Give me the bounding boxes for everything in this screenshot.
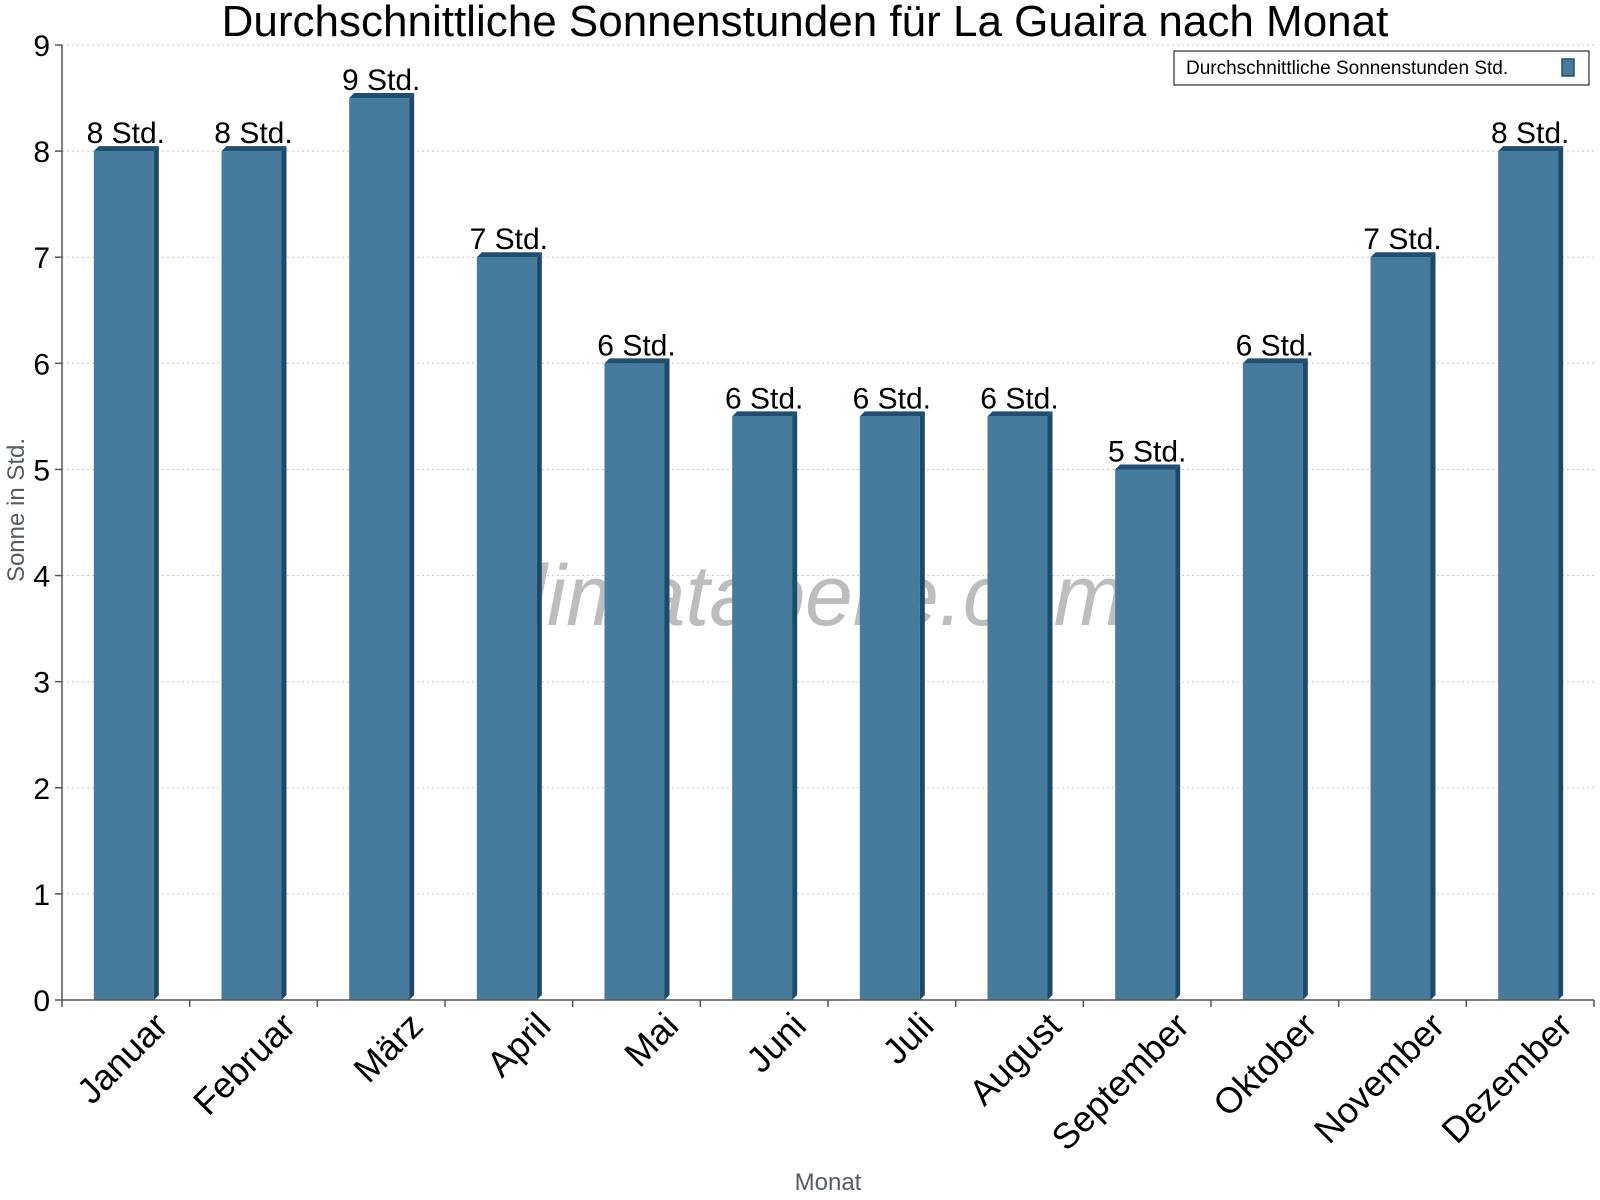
x-tick-label: Oktober — [1205, 1005, 1325, 1125]
bar-side — [1430, 252, 1436, 1000]
data-label: 6 Std. — [1236, 329, 1314, 362]
x-tick-label: November — [1306, 1005, 1452, 1151]
bar-8 — [987, 411, 1053, 1000]
data-label: 6 Std. — [725, 382, 803, 415]
y-tick-label: 8 — [33, 136, 50, 169]
bar-side — [919, 411, 925, 1000]
bar-top — [1498, 146, 1564, 152]
data-label: 7 Std. — [1363, 223, 1441, 256]
chart-title: Durchschnittliche Sonnenstunden für La G… — [222, 0, 1389, 46]
y-tick-label: 1 — [33, 879, 50, 912]
bar-face — [1498, 151, 1559, 1001]
bar-top — [1115, 464, 1181, 470]
bar-side — [1302, 358, 1308, 1000]
x-tick-label: Dezember — [1433, 1005, 1579, 1151]
bar-top — [93, 146, 159, 152]
bar-7 — [859, 411, 925, 1000]
bar-face — [987, 416, 1048, 1000]
bar-side — [1047, 411, 1053, 1000]
y-tick-label: 2 — [33, 773, 50, 806]
bar-face — [859, 416, 920, 1000]
y-tick-label: 9 — [33, 30, 50, 63]
legend-box — [1173, 50, 1590, 86]
bar-side — [153, 146, 159, 1001]
bar-5 — [604, 358, 670, 1000]
bar-12 — [1498, 146, 1564, 1001]
data-label: 8 Std. — [87, 117, 165, 150]
bar-face — [1242, 363, 1303, 1000]
bar-face — [1115, 469, 1176, 1000]
bar-side — [664, 358, 670, 1000]
data-label: 6 Std. — [853, 382, 931, 415]
data-label: 9 Std. — [342, 64, 420, 97]
x-tick-label: Februar — [185, 1005, 303, 1123]
bar-face — [732, 416, 793, 1000]
x-tick-label: April — [479, 1005, 559, 1085]
x-tick-labels: Januar Februar März April Mai Juni Juli AugustS… — [69, 1005, 1580, 1159]
bar-side — [1175, 464, 1181, 1000]
bar-top — [1370, 252, 1436, 258]
x-tick-label: März — [345, 1005, 431, 1091]
x-tick-label: Juli — [874, 1005, 941, 1072]
bar-side — [281, 146, 287, 1001]
bar-top — [732, 411, 798, 417]
data-label: 8 Std. — [214, 117, 292, 150]
bar-top — [221, 146, 287, 152]
data-labels: 8 Std. 8 Std. 9 Std. 7 Std. 6 Std. 6 Std. 6 St… — [87, 64, 1570, 468]
y-tick-label: 0 — [33, 985, 50, 1018]
legend-label: Durchschnittliche Sonnenstunden Std. — [1186, 58, 1508, 79]
data-label: 7 Std. — [470, 223, 548, 256]
data-label: 8 Std. — [1491, 117, 1569, 150]
y-tick-label: 6 — [33, 348, 50, 381]
bar-3 — [349, 93, 415, 1001]
bar-10 — [1242, 358, 1308, 1000]
legend-swatch — [1561, 58, 1575, 77]
legend: Durchschnittliche Sonnenstunden Std. — [1173, 50, 1590, 86]
bar-top — [476, 252, 542, 258]
x-tick-label: August — [961, 1005, 1069, 1113]
bar-side — [792, 411, 798, 1000]
x-tick-label: Mai — [616, 1005, 686, 1075]
bar-top — [349, 93, 415, 99]
bar-top — [987, 411, 1053, 417]
bars — [93, 93, 1564, 1001]
bar-face — [476, 257, 537, 1000]
bar-side — [409, 93, 415, 1001]
axes — [55, 44, 1595, 1007]
y-tick-label: 7 — [33, 242, 50, 275]
bar-2 — [221, 146, 287, 1001]
bar-face — [1370, 257, 1431, 1000]
bar-side — [1558, 146, 1564, 1001]
y-tick-label: 3 — [33, 667, 50, 700]
y-tick-label: 4 — [33, 561, 50, 594]
bar-face — [221, 151, 282, 1001]
bar-9 — [1115, 464, 1181, 1000]
bar-side — [536, 252, 542, 1000]
bar-1 — [93, 146, 159, 1001]
x-tick-label: Juni — [738, 1005, 814, 1081]
data-label: 6 Std. — [597, 329, 675, 362]
data-label: 5 Std. — [1108, 435, 1186, 468]
bar-top — [604, 358, 670, 364]
y-axis-label: Sonne in Std. — [3, 438, 30, 582]
y-tick-label: 5 — [33, 454, 50, 487]
x-tick-label: Januar — [69, 1005, 176, 1112]
bar-face — [604, 363, 665, 1000]
y-tick-labels: 0 1 2 3 4 5 6 7 8 9 — [33, 30, 50, 1018]
x-tick-label: September — [1043, 1005, 1197, 1159]
bar-top — [859, 411, 925, 417]
bar-top — [1242, 358, 1308, 364]
bar-face — [93, 151, 154, 1001]
bar-6 — [732, 411, 798, 1000]
data-label: 6 Std. — [980, 382, 1058, 415]
bar-4 — [476, 252, 542, 1000]
x-axis-label: Monat — [795, 1169, 862, 1196]
bar-face — [349, 98, 410, 1001]
bar-11 — [1370, 252, 1436, 1000]
gridlines — [62, 44, 1594, 895]
